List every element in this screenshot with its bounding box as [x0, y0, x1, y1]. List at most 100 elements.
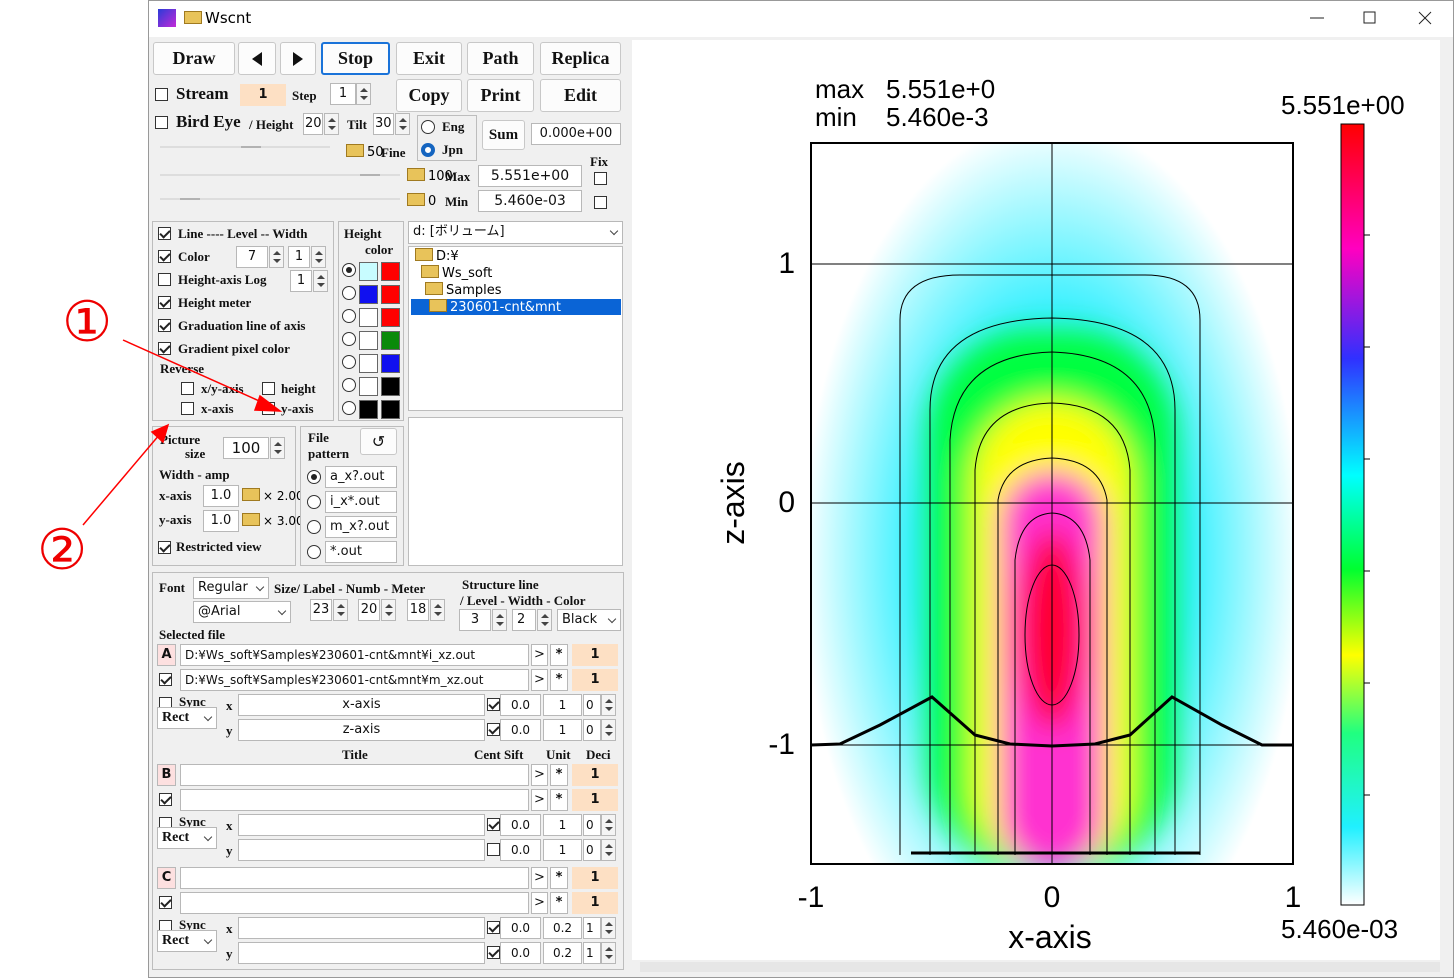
draw-button[interactable]: Draw [153, 42, 235, 75]
cent-checkbox[interactable] [487, 946, 500, 959]
size-input[interactable]: 23 [310, 599, 332, 621]
color-checkbox[interactable] [158, 250, 171, 263]
pattern[interactable]: *.out [325, 541, 397, 563]
height-radio[interactable] [342, 401, 356, 415]
height-radio[interactable] [342, 378, 356, 392]
replica-button[interactable]: Replica [540, 42, 621, 75]
width-input[interactable]: 2 [512, 609, 536, 631]
reverse-x-checkbox[interactable] [181, 402, 194, 415]
cent-checkbox[interactable] [487, 843, 500, 856]
unit-input[interactable]: 0.2 [543, 917, 582, 939]
level-input[interactable]: 3 [459, 609, 491, 631]
drive-select[interactable]: d: [ボリューム] [408, 221, 623, 244]
cent-input[interactable]: 0.0 [500, 814, 541, 836]
color-width[interactable]: 1 [288, 246, 310, 268]
spin[interactable] [537, 609, 552, 631]
exit-button[interactable]: Exit [396, 42, 462, 75]
star-button[interactable]: * [550, 867, 568, 889]
x-amp[interactable]: 1.0 [203, 485, 239, 507]
jpn-radio[interactable] [421, 143, 435, 157]
cent-input[interactable]: 0.0 [500, 719, 541, 741]
cent-checkbox[interactable] [487, 921, 500, 934]
file-checkbox[interactable] [159, 896, 172, 909]
file-input[interactable] [180, 892, 529, 914]
log-checkbox[interactable] [158, 273, 171, 286]
title-input[interactable] [238, 839, 485, 861]
y-amp[interactable]: 1.0 [203, 510, 239, 532]
spin[interactable] [356, 83, 371, 105]
next-button[interactable]: > [531, 764, 548, 786]
spin[interactable] [601, 917, 616, 939]
group-letter[interactable]: A [157, 644, 176, 666]
title-input[interactable] [238, 814, 485, 836]
file-input[interactable] [180, 764, 529, 786]
unit-input[interactable]: 1 [543, 694, 582, 716]
max-input[interactable]: 5.551e+00 [478, 165, 582, 187]
color-level[interactable]: 7 [236, 246, 268, 268]
size-input[interactable]: 100 [223, 437, 269, 459]
next-button[interactable]: > [531, 789, 548, 811]
spin[interactable] [311, 246, 326, 268]
pattern-radio[interactable] [307, 545, 321, 559]
spin[interactable] [601, 942, 616, 964]
next-button[interactable]: > [531, 867, 548, 889]
sliders[interactable] [155, 140, 405, 210]
spin[interactable] [313, 270, 328, 292]
eng-radio[interactable] [421, 120, 435, 134]
pattern-radio[interactable] [307, 470, 321, 484]
size-input[interactable]: 18 [407, 599, 429, 621]
gradient-checkbox[interactable] [158, 342, 171, 355]
tilt-input[interactable]: 30 [373, 113, 394, 135]
deci-input[interactable]: 1 [583, 917, 601, 939]
file-input[interactable] [180, 867, 529, 889]
cent-input[interactable]: 0.0 [500, 839, 541, 861]
next-button[interactable]: > [531, 892, 548, 914]
next-button[interactable] [280, 42, 316, 75]
height-radio[interactable] [342, 355, 356, 369]
pattern-radio[interactable] [307, 495, 321, 509]
fix-max-checkbox[interactable] [594, 172, 607, 185]
star-button[interactable]: * [550, 764, 568, 786]
cent-input[interactable]: 0.0 [500, 917, 541, 939]
title-input[interactable] [238, 942, 485, 964]
spin[interactable] [270, 437, 285, 459]
deci-input[interactable]: 0 [583, 839, 601, 861]
min-input[interactable]: 5.460e-03 [478, 190, 582, 212]
reverse-height-checkbox[interactable] [262, 382, 275, 395]
height-radio[interactable] [342, 263, 356, 277]
scrollbar[interactable] [640, 962, 1440, 972]
path-button[interactable]: Path [467, 42, 534, 75]
log-value[interactable]: 1 [290, 270, 312, 292]
height-input[interactable]: 20 [303, 113, 323, 135]
rect-select[interactable]: Rect [157, 827, 217, 849]
group-letter[interactable]: C [157, 867, 176, 889]
cent-checkbox[interactable] [487, 818, 500, 831]
height-radio[interactable] [342, 286, 356, 300]
title-input[interactable] [238, 917, 485, 939]
cent-checkbox[interactable] [487, 723, 500, 736]
deci-input[interactable]: 0 [583, 814, 601, 836]
file-input[interactable]: D:¥Ws_soft¥Samples¥230601-cnt&mnt¥i_xz.o… [180, 644, 529, 666]
title-input[interactable]: x-axis [238, 694, 485, 716]
file-input[interactable] [180, 789, 529, 811]
file-checkbox[interactable] [159, 673, 172, 686]
title-input[interactable]: z-axis [238, 719, 485, 741]
deci-input[interactable]: 0 [583, 694, 601, 716]
cent-checkbox[interactable] [487, 698, 500, 711]
spin[interactable] [601, 814, 616, 836]
star-button[interactable]: * [550, 669, 568, 691]
next-button[interactable]: > [531, 644, 548, 666]
spin[interactable] [395, 113, 410, 135]
restricted-checkbox[interactable] [158, 541, 171, 554]
next-button[interactable]: > [531, 669, 548, 691]
spin[interactable] [492, 609, 507, 631]
style-select[interactable]: Regular [193, 577, 269, 599]
star-button[interactable]: * [550, 789, 568, 811]
star-button[interactable]: * [550, 644, 568, 666]
window-controls[interactable] [1300, 6, 1440, 30]
pattern[interactable]: m_x?.out [325, 516, 397, 538]
spin[interactable] [333, 599, 348, 621]
meter-checkbox[interactable] [158, 296, 171, 309]
spin[interactable] [269, 246, 284, 268]
file-checkbox[interactable] [159, 793, 172, 806]
